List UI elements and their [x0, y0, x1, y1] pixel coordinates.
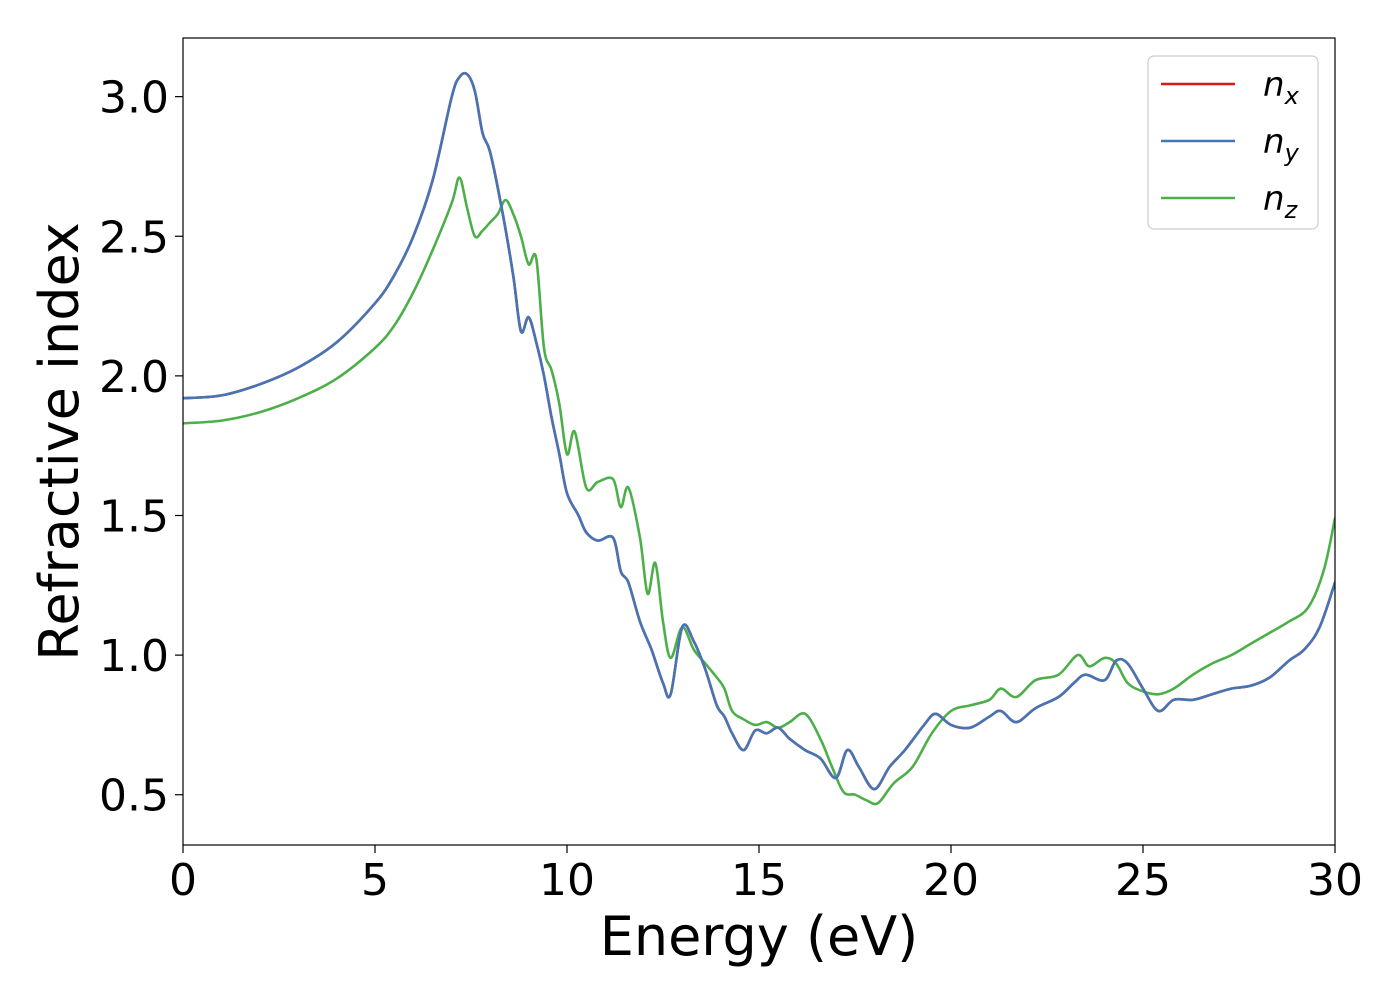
y-axis-label: Refractive index [28, 222, 91, 661]
legend-label-subscript: y [1284, 139, 1300, 167]
y-tick-label: 1.0 [99, 631, 169, 682]
series-line-nz [183, 176, 1335, 806]
legend-label-base: n [1263, 179, 1285, 219]
legend-label-nz: nz [1263, 179, 1299, 224]
x-tick-label: 20 [923, 855, 979, 906]
y-tick-label: 2.0 [99, 352, 169, 403]
legend-label-base: n [1263, 65, 1285, 105]
y-axis: 0.5 1.0 1.5 2.0 2.5 3.0 [99, 73, 183, 822]
y-tick-label: 3.0 [99, 73, 169, 124]
y-tick-label: 1.5 [99, 491, 169, 542]
x-tick-label: 30 [1307, 855, 1363, 906]
series-lines [183, 71, 1335, 806]
series-line-ny [183, 71, 1335, 791]
legend-label-base: n [1263, 122, 1285, 162]
x-tick-label: 0 [169, 855, 197, 906]
legend-label-ny: ny [1263, 122, 1300, 167]
x-tick-label: 15 [731, 855, 787, 906]
legend-label-subscript: x [1284, 82, 1300, 110]
x-axis: 0 5 10 15 20 25 30 [169, 845, 1363, 906]
legend-label-subscript: z [1284, 196, 1299, 224]
x-tick-label: 10 [539, 855, 595, 906]
x-tick-label: 25 [1115, 855, 1171, 906]
x-axis-label: Energy (eV) [600, 905, 919, 968]
legend-label-nx: nx [1263, 65, 1300, 110]
y-tick-label: 0.5 [99, 771, 169, 822]
x-tick-label: 5 [361, 855, 389, 906]
legend-box [1147, 55, 1319, 230]
y-tick-label: 2.5 [99, 212, 169, 263]
